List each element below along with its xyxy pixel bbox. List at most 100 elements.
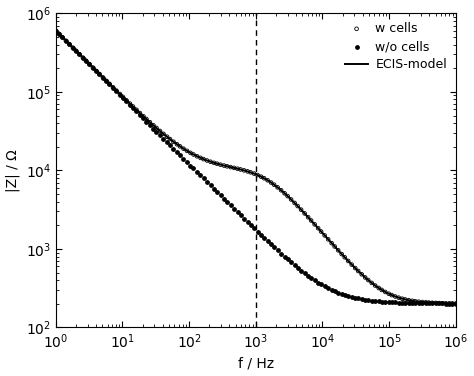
w/o cells <box>176 152 184 158</box>
w/o cells <box>277 250 285 256</box>
w/o cells <box>264 238 272 244</box>
w cells <box>220 162 228 168</box>
w cells <box>140 113 147 119</box>
w cells <box>321 232 328 238</box>
w/o cells <box>446 300 453 306</box>
w/o cells <box>331 288 338 294</box>
w cells <box>234 166 241 172</box>
w cells <box>375 285 383 291</box>
w/o cells <box>399 300 406 306</box>
w cells <box>401 296 409 302</box>
Y-axis label: |Z| / Ω: |Z| / Ω <box>6 149 20 192</box>
w/o cells <box>166 142 174 148</box>
w cells <box>146 119 154 125</box>
w cells <box>291 200 299 206</box>
w cells <box>72 48 80 54</box>
w/o cells <box>318 281 325 287</box>
w cells <box>170 139 177 145</box>
w/o cells <box>237 212 244 218</box>
w cells <box>388 292 395 298</box>
ECIS-model <box>397 296 403 300</box>
w cells <box>452 300 460 306</box>
w cells <box>89 65 97 71</box>
w cells <box>351 265 359 271</box>
w cells <box>113 88 120 94</box>
w cells <box>446 300 453 306</box>
w/o cells <box>187 162 194 168</box>
w cells <box>190 152 197 158</box>
ECIS-model <box>453 301 459 306</box>
w cells <box>409 298 416 304</box>
w/o cells <box>345 293 352 299</box>
w/o cells <box>338 291 346 297</box>
w/o cells <box>102 79 110 85</box>
w/o cells <box>183 159 191 165</box>
Line: ECIS-model: ECIS-model <box>56 31 456 303</box>
w/o cells <box>82 58 90 64</box>
w/o cells <box>304 273 312 279</box>
ECIS-model <box>356 270 362 274</box>
w cells <box>328 240 336 246</box>
w/o cells <box>270 244 278 250</box>
w/o cells <box>260 235 268 241</box>
w/o cells <box>324 285 332 291</box>
w cells <box>166 136 174 142</box>
w/o cells <box>153 129 160 135</box>
w cells <box>227 164 234 170</box>
w/o cells <box>287 259 295 265</box>
w cells <box>277 187 285 193</box>
w cells <box>348 262 356 268</box>
w/o cells <box>348 294 356 300</box>
w cells <box>355 268 362 274</box>
w cells <box>163 134 171 140</box>
w/o cells <box>69 45 77 51</box>
w/o cells <box>190 165 197 171</box>
w cells <box>123 97 130 103</box>
w cells <box>119 94 127 100</box>
w/o cells <box>92 68 100 74</box>
w cells <box>180 146 187 152</box>
w/o cells <box>197 173 204 179</box>
w/o cells <box>254 229 261 235</box>
w/o cells <box>442 300 449 306</box>
w cells <box>254 172 261 178</box>
w cells <box>294 203 301 209</box>
ECIS-model <box>285 194 291 199</box>
w/o cells <box>86 61 93 67</box>
w/o cells <box>395 300 402 306</box>
w/o cells <box>385 299 392 305</box>
w cells <box>382 289 389 295</box>
w cells <box>86 61 93 67</box>
w cells <box>183 148 191 154</box>
w/o cells <box>428 300 436 306</box>
w/o cells <box>375 298 383 304</box>
w/o cells <box>301 270 309 276</box>
w/o cells <box>193 169 201 175</box>
w cells <box>240 167 248 173</box>
w/o cells <box>372 298 379 304</box>
w cells <box>411 298 419 304</box>
w cells <box>415 299 422 305</box>
w cells <box>314 225 322 231</box>
w cells <box>378 287 385 293</box>
w/o cells <box>341 292 348 298</box>
w cells <box>126 101 134 107</box>
w/o cells <box>62 38 70 44</box>
w/o cells <box>89 65 97 71</box>
w/o cells <box>411 300 419 306</box>
w/o cells <box>250 225 258 231</box>
w/o cells <box>294 265 301 271</box>
w/o cells <box>140 115 147 121</box>
w/o cells <box>422 300 429 306</box>
w/o cells <box>267 241 275 247</box>
w/o cells <box>96 71 103 77</box>
w cells <box>65 41 73 47</box>
w cells <box>106 81 113 87</box>
w/o cells <box>65 41 73 47</box>
w cells <box>368 280 375 286</box>
w cells <box>55 31 63 37</box>
w cells <box>274 184 282 190</box>
w/o cells <box>240 215 248 221</box>
w cells <box>422 299 429 305</box>
w/o cells <box>55 31 63 37</box>
